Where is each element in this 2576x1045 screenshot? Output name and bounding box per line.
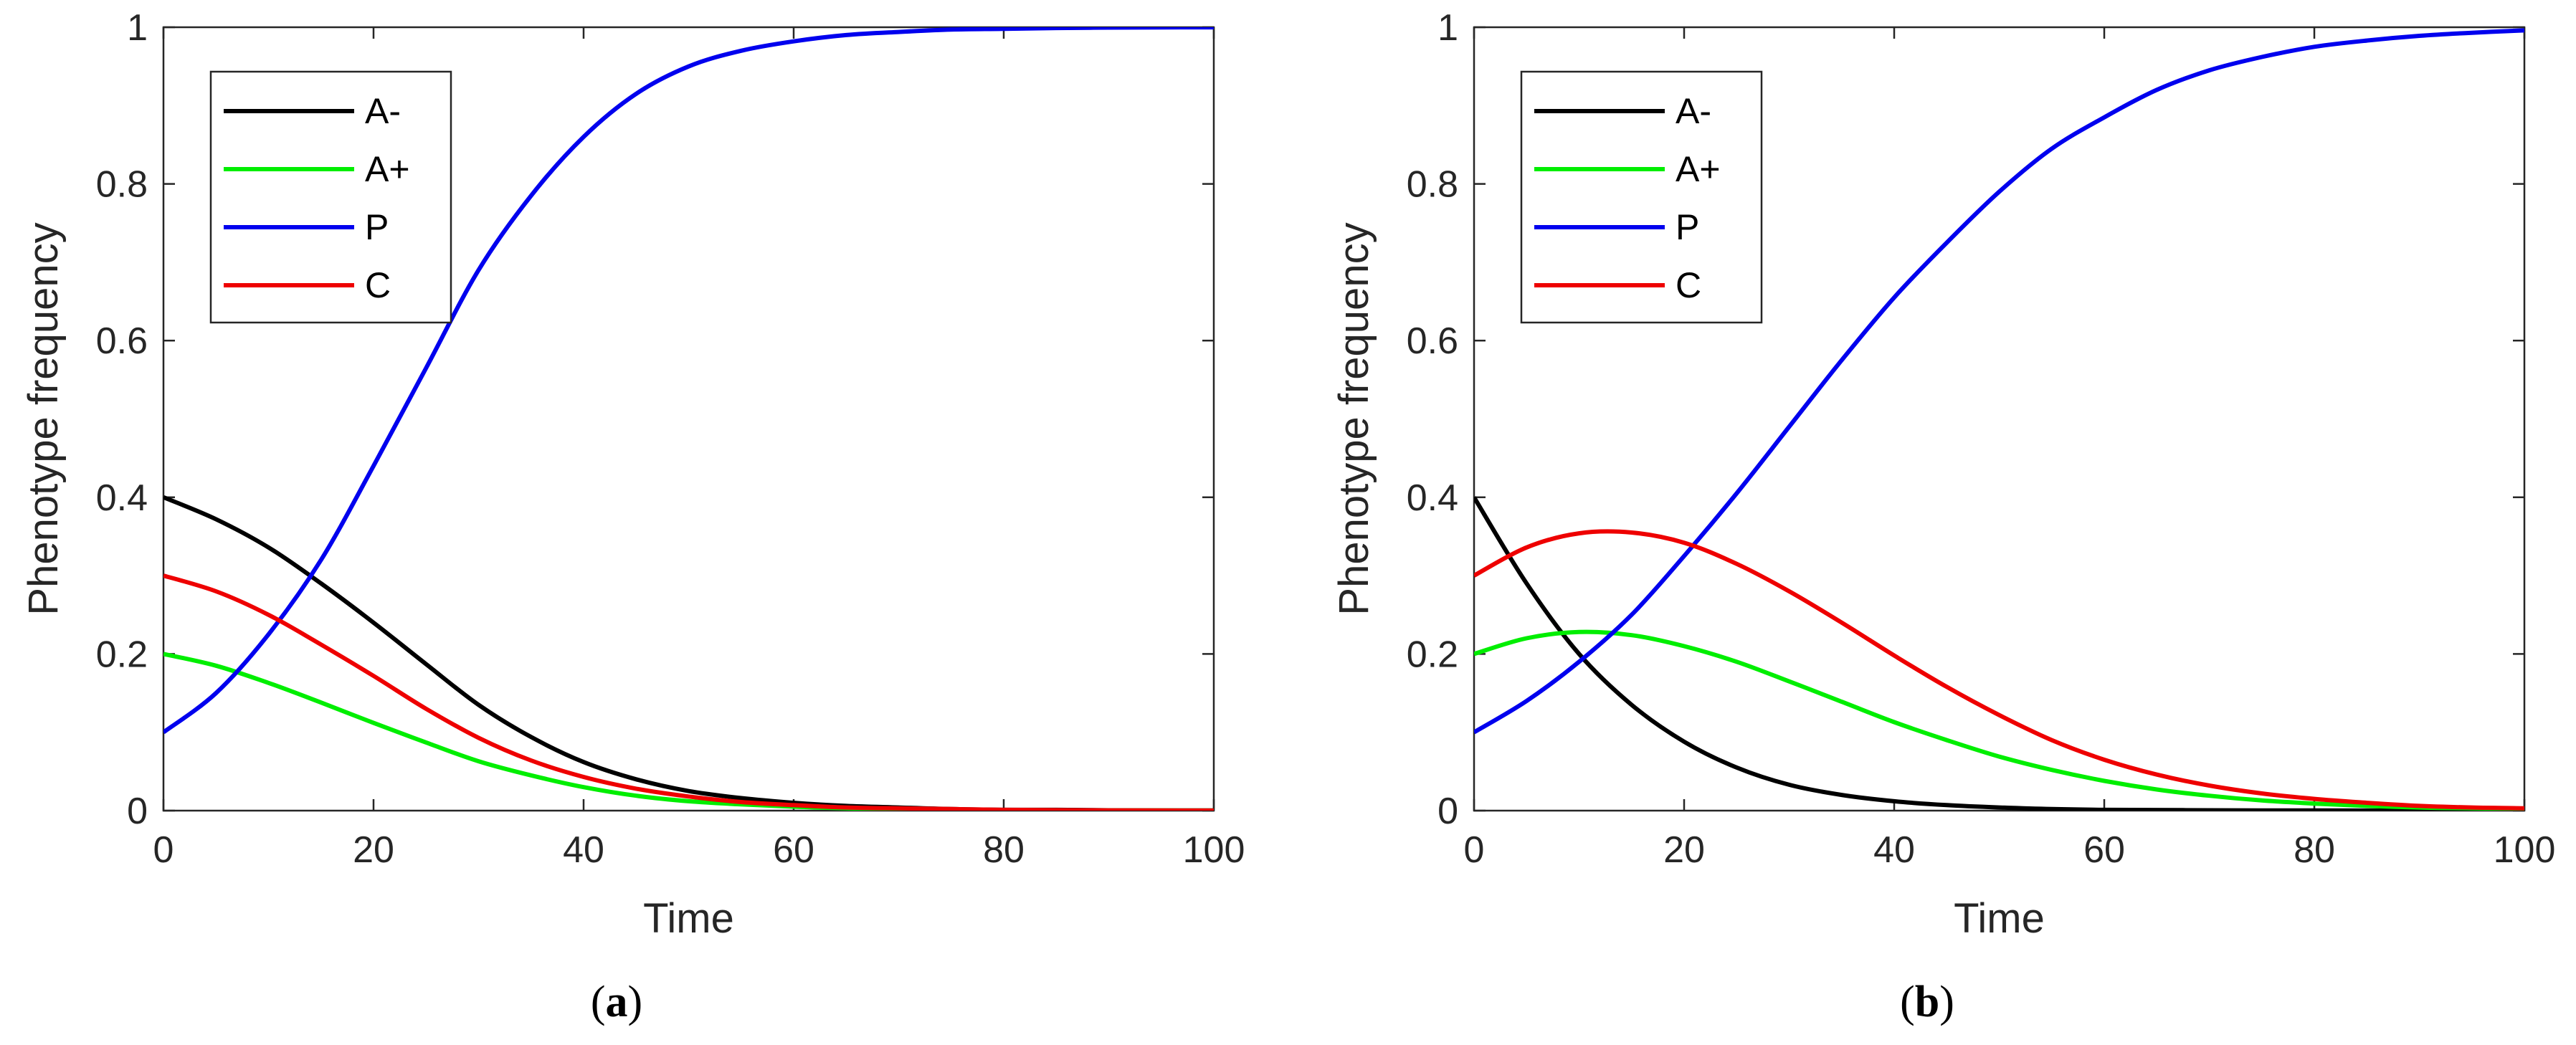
- x-tick-label: 100: [1183, 829, 1245, 871]
- x-tick-label: 60: [773, 829, 814, 871]
- legend-label: A-: [1676, 91, 1711, 131]
- legend-label: C: [1676, 265, 1701, 305]
- y-tick-label: 0.8: [96, 164, 148, 206]
- legend-label: C: [365, 265, 391, 305]
- x-tick-label: 80: [983, 829, 1025, 871]
- caption-close-paren: ): [628, 978, 643, 1026]
- y-tick-label: 0: [1437, 791, 1458, 832]
- x-tick-label: 20: [353, 829, 394, 871]
- caption-open-paren: (: [591, 978, 606, 1026]
- series-line-C: [163, 573, 1214, 811]
- y-tick-label: 1: [127, 7, 148, 49]
- x-tick-label: 40: [1873, 829, 1915, 871]
- x-tick-label: 80: [2294, 829, 2335, 871]
- legend-label: A+: [1676, 149, 1721, 189]
- legend-label: P: [1676, 207, 1699, 247]
- y-tick-label: 0: [127, 791, 148, 832]
- legend-label: A+: [365, 149, 410, 189]
- x-axis-label: Time: [643, 895, 734, 942]
- y-tick-label: 0.2: [1407, 634, 1458, 675]
- y-tick-label: 0.8: [1407, 164, 1458, 206]
- x-tick-label: 0: [1464, 829, 1485, 871]
- x-tick-label: 60: [2083, 829, 2125, 871]
- legend-box: [209, 70, 452, 324]
- x-tick-label: 20: [1663, 829, 1705, 871]
- series-line-P: [163, 27, 1214, 735]
- y-tick-label: 0.4: [1407, 477, 1458, 519]
- y-tick-label: 1: [1437, 7, 1458, 49]
- panel-b: 0 20 40 60 80 100 0 0.2 0.4 0.6 0.8 1 Time Phenotype …: [1331, 7, 2555, 1026]
- y-axis-label: Phenotype frequency: [1331, 222, 1377, 615]
- legend-box: [1520, 70, 1763, 324]
- x-tick-label: 40: [563, 829, 604, 871]
- panel-a: 0 20 40 60 80 100 0 0.2 0.4 0.6 0.8 1 Time Phenotype …: [20, 7, 1245, 1026]
- caption-close-paren: ): [1939, 978, 1954, 1026]
- caption-open-paren: (: [1900, 978, 1915, 1026]
- caption-letter: b: [1915, 978, 1939, 1026]
- series-line-P: [1474, 28, 2524, 735]
- caption-letter: a: [606, 978, 628, 1026]
- series-line-A+: [1474, 629, 2524, 811]
- y-axis-label: Phenotype frequency: [20, 222, 67, 615]
- x-tick-label: 100: [2494, 829, 2556, 871]
- legend-label: A-: [365, 91, 401, 131]
- x-tick-label: 0: [153, 829, 174, 871]
- panel-caption: (b): [1900, 978, 1954, 1026]
- y-tick-label: 0.2: [96, 634, 148, 675]
- x-axis-label: Time: [1954, 895, 2045, 942]
- y-tick-label: 0.6: [1407, 320, 1458, 362]
- series-line-C: [1474, 529, 2524, 811]
- panel-caption: (a): [591, 978, 642, 1026]
- series-line-A-: [1474, 496, 2524, 811]
- legend-label: P: [365, 207, 389, 247]
- y-tick-label: 0.6: [96, 320, 148, 362]
- y-tick-label: 0.4: [96, 477, 148, 519]
